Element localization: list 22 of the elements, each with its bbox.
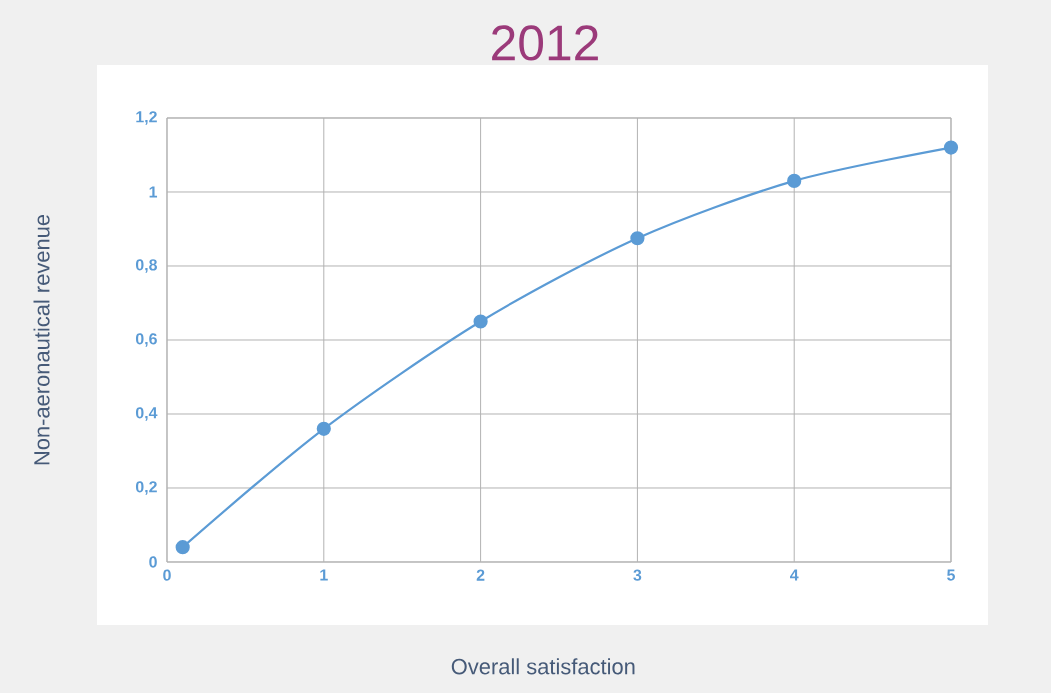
y-axis-title: Non-aeronautical revenue	[33, 214, 50, 465]
point	[630, 231, 645, 246]
x-axis-title: Overall satisfaction	[451, 658, 635, 675]
x-tick-label: 3	[633, 569, 642, 581]
x-tick-label: 2	[476, 569, 485, 581]
x-tick-label: 5	[947, 569, 955, 581]
point	[473, 314, 488, 329]
point	[175, 540, 190, 555]
x-tick-label: 4	[790, 569, 799, 581]
y-tick-label: 1	[149, 186, 158, 198]
point	[316, 421, 331, 436]
y-tick-label: 1,2	[136, 111, 157, 125]
y-tick-label: 0,2	[135, 481, 157, 495]
x-tick-label: 1	[320, 569, 328, 581]
point	[943, 140, 959, 155]
chart-title: 2012	[492, 25, 598, 61]
x-tick-label: 0	[163, 569, 171, 581]
y-tick-label: 0,8	[135, 259, 157, 273]
point	[787, 173, 802, 188]
y-tick-label: 0,4	[135, 407, 158, 421]
y-tick-label: 0	[149, 556, 157, 568]
y-tick-label: 0,6	[135, 333, 157, 347]
